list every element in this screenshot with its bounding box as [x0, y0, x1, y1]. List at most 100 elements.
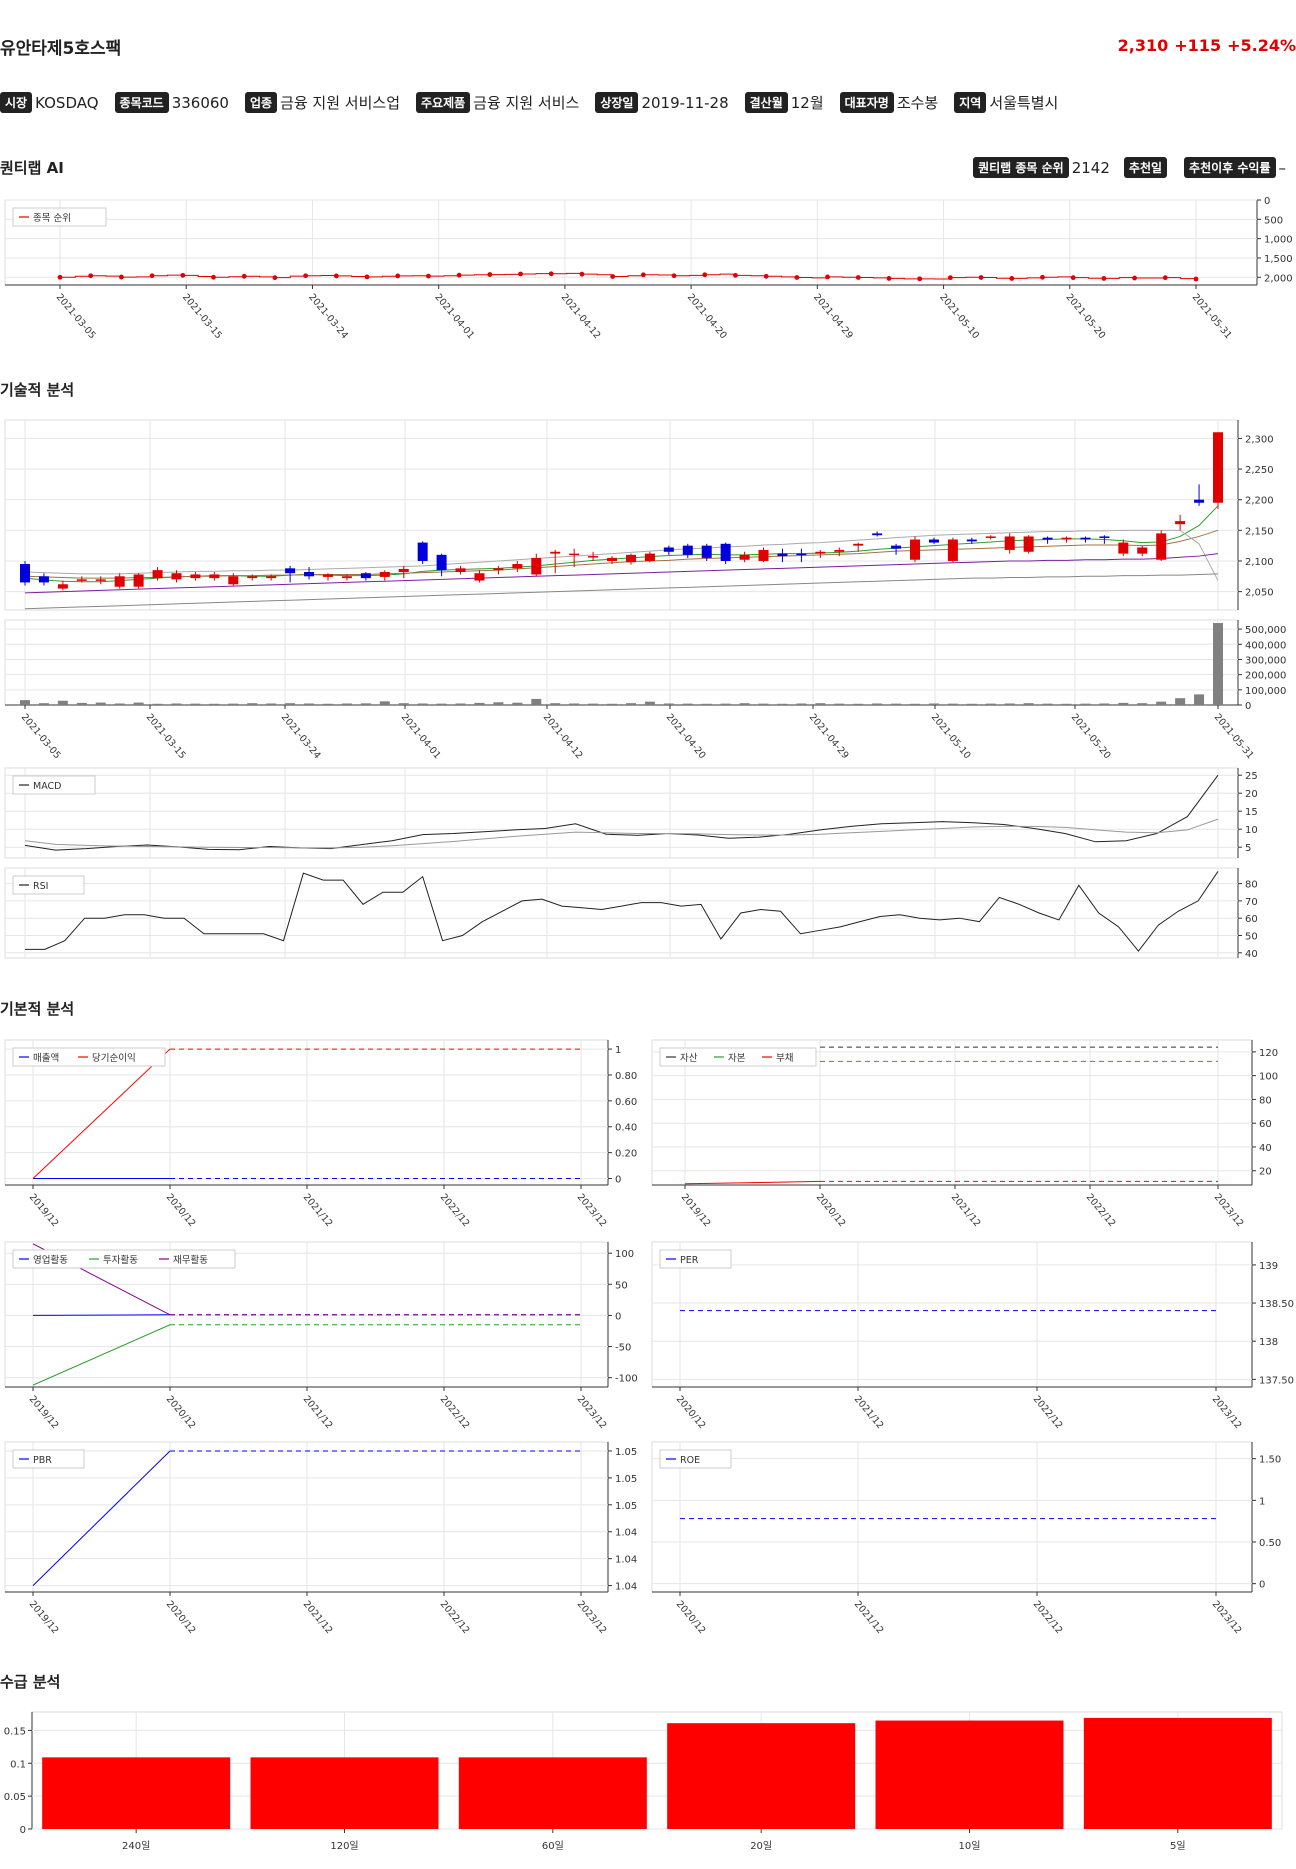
candle-chart-candle	[493, 568, 504, 571]
market-label: 시장	[0, 92, 33, 113]
volume-chart-bar	[493, 702, 504, 705]
candle-chart-candle	[171, 573, 182, 580]
candle-chart-candle	[550, 551, 561, 554]
candle-chart-candle	[285, 568, 296, 574]
volume-chart-bar	[796, 703, 807, 705]
candle-chart-candle	[644, 553, 655, 561]
supply-chart-x-tick-label: 240일	[122, 1840, 150, 1852]
volume-chart-bar	[834, 703, 845, 705]
macd-chart-y-tick-label: 20	[1245, 789, 1258, 800]
sales-chart-legend-box	[12, 1047, 166, 1067]
candle-chart-candle	[531, 557, 542, 575]
candle-chart-candle	[1080, 537, 1091, 540]
roe-chart-y-tick-label: 0	[1259, 1580, 1265, 1591]
volume-chart-bar	[417, 703, 428, 705]
cashflow-chart-y-tick-label: 50	[615, 1280, 628, 1291]
rank-chart-point	[487, 272, 493, 277]
candle-chart-candle	[322, 574, 333, 577]
volume-chart-bar	[569, 703, 580, 705]
rank-chart-point	[272, 275, 278, 281]
macd-chart: 5 10 15 20 25 MACD	[4, 767, 1258, 859]
fiscal-month-label: 결산월	[744, 92, 788, 113]
candle-chart-candle	[304, 572, 315, 577]
volume-chart-y-tick-label: 500,000	[1245, 625, 1286, 636]
volume-chart-x-tick-label: 2021-04-20	[664, 712, 708, 761]
volume-chart-bar	[1118, 702, 1129, 705]
volume-chart-bar	[1080, 703, 1091, 705]
volume-chart-y-tick-label: 100,000	[1245, 686, 1286, 697]
balance-chart-y-tick-label: 60	[1259, 1119, 1272, 1130]
pbr-chart-x-tick-label: 2020/12	[164, 1599, 198, 1636]
rank-chart-border	[4, 199, 1258, 286]
per-chart-x-tick-label: 2022/12	[1031, 1394, 1065, 1431]
cashflow-chart-line-2	[32, 1324, 171, 1386]
per-chart-y-tick-label: 138	[1259, 1337, 1278, 1348]
candle-chart-y-tick-label: 2,050	[1245, 588, 1274, 599]
rank-chart-y-tick-label: 1,000	[1264, 235, 1293, 246]
volume-chart-bar	[644, 701, 655, 705]
candle-chart-candle	[1023, 536, 1034, 552]
volume-chart-bar	[266, 703, 277, 705]
balance-chart-legend-label: 자본	[728, 1053, 746, 1064]
rank-chart-legend-box	[12, 207, 107, 227]
cashflow-chart-y-tick-label: -100	[615, 1374, 638, 1385]
volume-chart-bar	[550, 703, 561, 705]
volume-chart-bar	[57, 700, 68, 705]
candle-chart-candle	[853, 543, 864, 546]
balance-chart-y-tick-label: 100	[1259, 1072, 1278, 1083]
rank-chart-y-tick-label: 1,500	[1264, 254, 1293, 265]
rank-chart-x-tick-label: 2021-05-31	[1190, 292, 1234, 341]
rec-date-label: 추천일	[1123, 157, 1168, 178]
balance-chart-x-tick-label: 2020/12	[814, 1192, 848, 1229]
rank-chart-x-tick-label: 2021-03-05	[54, 292, 98, 341]
price-change-pct: +5.24%	[1227, 36, 1296, 55]
candle-chart-candle	[758, 549, 769, 561]
section-title-fundamental: 기본적 분석	[0, 1000, 75, 1018]
volume-chart-bar	[777, 703, 788, 705]
candle-chart-candle	[663, 547, 674, 552]
sales-chart: 0 0.20 0.40 0.60 0.80 1 2019/12 2020/12 2021/12 2…	[4, 1039, 637, 1229]
per-chart-border	[651, 1241, 1253, 1388]
pbr-chart-x-tick-label: 2019/12	[27, 1599, 61, 1636]
balance-chart-y-tick-label: 20	[1259, 1167, 1272, 1178]
balance-chart-x-tick-label: 2019/12	[679, 1192, 713, 1229]
volume-chart-bar	[455, 703, 466, 705]
volume-chart-bar	[304, 703, 315, 705]
volume-chart-bar	[398, 703, 409, 705]
volume-chart-bar	[285, 703, 296, 705]
rsi-chart-y-tick-label: 60	[1245, 914, 1258, 925]
roe-chart-y-tick-label: 0.50	[1259, 1538, 1281, 1549]
volume-chart-bar	[928, 703, 939, 705]
macd-chart-y-tick-label: 25	[1245, 771, 1258, 782]
rec-return-value: –	[1278, 158, 1287, 177]
candle-chart-candle	[436, 554, 447, 571]
rank-chart-point	[395, 273, 401, 279]
supply-chart-x-tick-label: 5일	[1170, 1840, 1186, 1852]
balance-chart-x-tick-label: 2021/12	[949, 1192, 983, 1229]
candle-chart-candle	[247, 576, 258, 579]
ceo-label: 대표자명	[839, 92, 894, 113]
sales-chart-x-tick-label: 2022/12	[438, 1192, 472, 1229]
section-title-supply: 수급 분석	[0, 1673, 61, 1691]
candle-chart-ma-line-5	[24, 573, 1219, 610]
candle-chart-ma-line-2	[24, 529, 1219, 579]
rank-chart-point	[364, 274, 370, 280]
volume-chart-bar	[1099, 703, 1110, 705]
sales-chart-y-tick-label: 1	[615, 1045, 621, 1056]
volume-chart: 0 100,000 200,000 300,000 400,000 500,000 2021…	[4, 619, 1286, 761]
roe-chart: 0 0.50 1 1.50 2020/12 2021/12 2022/12 2023/12 RO…	[651, 1441, 1281, 1636]
rank-chart: 0 500 1,000 1,500 2,000 2021-03-05 2021-03-15 2…	[4, 196, 1293, 341]
volume-chart-y-tick-label: 0	[1245, 701, 1251, 712]
per-chart-y-tick-label: 138.50	[1259, 1299, 1294, 1310]
volume-chart-bar	[360, 703, 371, 705]
rank-chart-point	[794, 275, 800, 280]
cashflow-chart: -100 -50 0 50 100 2019/12 2020/12 2021/12 2022/1…	[4, 1241, 638, 1431]
candle-chart-candle	[701, 545, 712, 558]
candle-chart-candle	[569, 553, 580, 556]
rank-chart-point	[1132, 275, 1137, 281]
candle-chart-ma-line-3	[24, 529, 1219, 581]
industry-label: 업종	[244, 92, 278, 113]
pbr-chart-y-tick-label: 1.04	[615, 1582, 637, 1593]
roe-chart-y-tick-label: 1	[1259, 1496, 1265, 1507]
